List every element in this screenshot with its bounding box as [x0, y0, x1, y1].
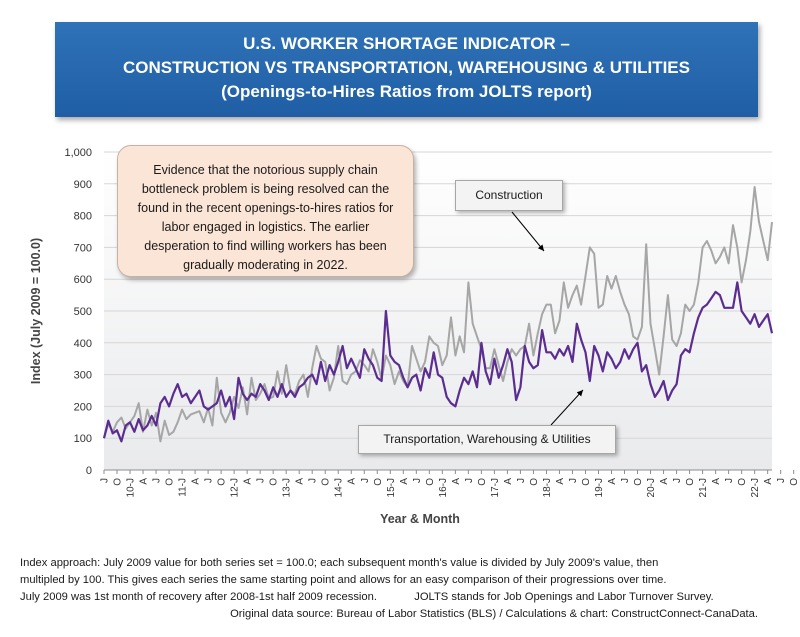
y-tick-label: 700 [74, 242, 92, 254]
x-tick-label: J [256, 478, 267, 483]
x-tick-label: J [568, 478, 579, 483]
x-tick-label: A [659, 478, 670, 485]
y-tick-label: 600 [74, 274, 92, 286]
transportation-series-line [102, 281, 774, 443]
x-tick-label: 12-J [230, 478, 241, 497]
footnote-source: Original data source: Bureau of Labor St… [230, 608, 758, 620]
x-tick-label: A [399, 478, 410, 485]
x-tick-label: A [451, 478, 462, 485]
x-tick-label: O [737, 478, 748, 486]
y-tick-label: 800 [74, 211, 92, 223]
x-tick-label: O [113, 478, 124, 486]
y-tick-label: 500 [74, 306, 92, 318]
x-tick-label: 14-J [334, 478, 345, 497]
y-tick-label: 0 [86, 465, 92, 477]
x-tick-label: J [724, 478, 735, 483]
x-tick-label: 19-J [594, 478, 605, 497]
callout-box: Evidence that the notorious supply chain… [117, 145, 414, 277]
y-tick-label: 900 [74, 179, 92, 191]
x-tick-label: A [503, 478, 514, 485]
x-tick-label: J [516, 478, 527, 483]
x-tick-label: J [620, 478, 631, 483]
x-tick-label: A [139, 478, 150, 485]
x-tick-label: 13-J [282, 478, 293, 497]
x-tick-label: A [243, 478, 254, 485]
x-tick-label: 22-J [750, 478, 761, 497]
x-tick-label: J [152, 478, 163, 483]
x-tick-label: O [373, 478, 384, 486]
construction-series-line [103, 186, 773, 443]
y-tick-label: 200 [74, 401, 92, 413]
x-tick-label: J [360, 478, 371, 483]
x-tick-label: A [191, 478, 202, 485]
chart-title-line1: U.S. WORKER SHORTAGE INDICATOR – [243, 34, 570, 53]
y-tick-label: 1,000 [64, 147, 92, 159]
x-tick-label: 10-J [126, 478, 137, 497]
x-tick-label: O [425, 478, 436, 486]
x-tick-label: A [555, 478, 566, 485]
footnote-line2: multipled by 100. This gives each series… [20, 574, 667, 586]
x-tick-label: O [269, 478, 280, 486]
x-tick-label: J [308, 478, 319, 483]
x-tick-label: J [204, 478, 215, 483]
x-tick-label: A [607, 478, 618, 485]
x-tick-label: O [633, 478, 644, 486]
x-tick-label: O [217, 478, 228, 486]
x-tick-label: J [412, 478, 423, 483]
y-axis-title: Index (July 2009 = 100.0) [29, 238, 43, 384]
x-tick-label: O [581, 478, 592, 486]
footnote-line3: July 2009 was 1st month of recovery afte… [20, 589, 780, 606]
x-tick-label: A [295, 478, 306, 485]
y-tick-label: 100 [74, 433, 92, 445]
x-tick-label: J [672, 478, 683, 483]
x-tick-label: A [711, 478, 722, 485]
transportation-arrow [550, 389, 584, 426]
footnote-jolts-note: JOLTS stands for Job Openings and Labor … [414, 591, 714, 603]
x-tick-label: 11-J [178, 478, 189, 497]
x-tick-label: 18-J [542, 478, 553, 497]
chart-title-banner: U.S. WORKER SHORTAGE INDICATOR – CONSTRU… [55, 22, 758, 117]
x-tick-label: A [347, 478, 358, 485]
chart-title-line2: CONSTRUCTION VS TRANSPORTATION, WAREHOUS… [123, 58, 690, 77]
x-tick-label: O [529, 478, 540, 486]
x-tick-label: J [100, 478, 111, 483]
x-axis-title: Year & Month [380, 512, 460, 526]
footnote: Index approach: July 2009 value for both… [20, 555, 780, 623]
footnote-line1: Index approach: July 2009 value for both… [20, 557, 659, 569]
x-tick-label: O [321, 478, 332, 486]
construction-arrow [511, 211, 545, 252]
x-tick-label: O [165, 478, 176, 486]
x-tick-label: 17-J [490, 478, 501, 497]
x-tick-label: O [789, 478, 800, 486]
x-tick-label: 21-J [698, 478, 709, 497]
x-tick-label: 16-J [438, 478, 449, 497]
x-tick-label: A [763, 478, 774, 485]
construction-series-label: Construction [455, 180, 563, 211]
chart-subtitle: (Openings-to-Hires Ratios from JOLTS rep… [221, 82, 592, 101]
y-tick-label: 300 [74, 370, 92, 382]
x-tick-label: J [464, 478, 475, 483]
x-tick-label: 15-J [386, 478, 397, 497]
y-tick-label: 400 [74, 338, 92, 350]
x-tick-label: O [685, 478, 696, 486]
x-tick-label: 20-J [646, 478, 657, 497]
x-tick-label: O [477, 478, 488, 486]
footnote-recession-note: July 2009 was 1st month of recovery afte… [20, 591, 377, 603]
x-tick-label: J [776, 478, 787, 483]
transportation-series-label: Transportation, Warehousing & Utilities [358, 425, 616, 454]
